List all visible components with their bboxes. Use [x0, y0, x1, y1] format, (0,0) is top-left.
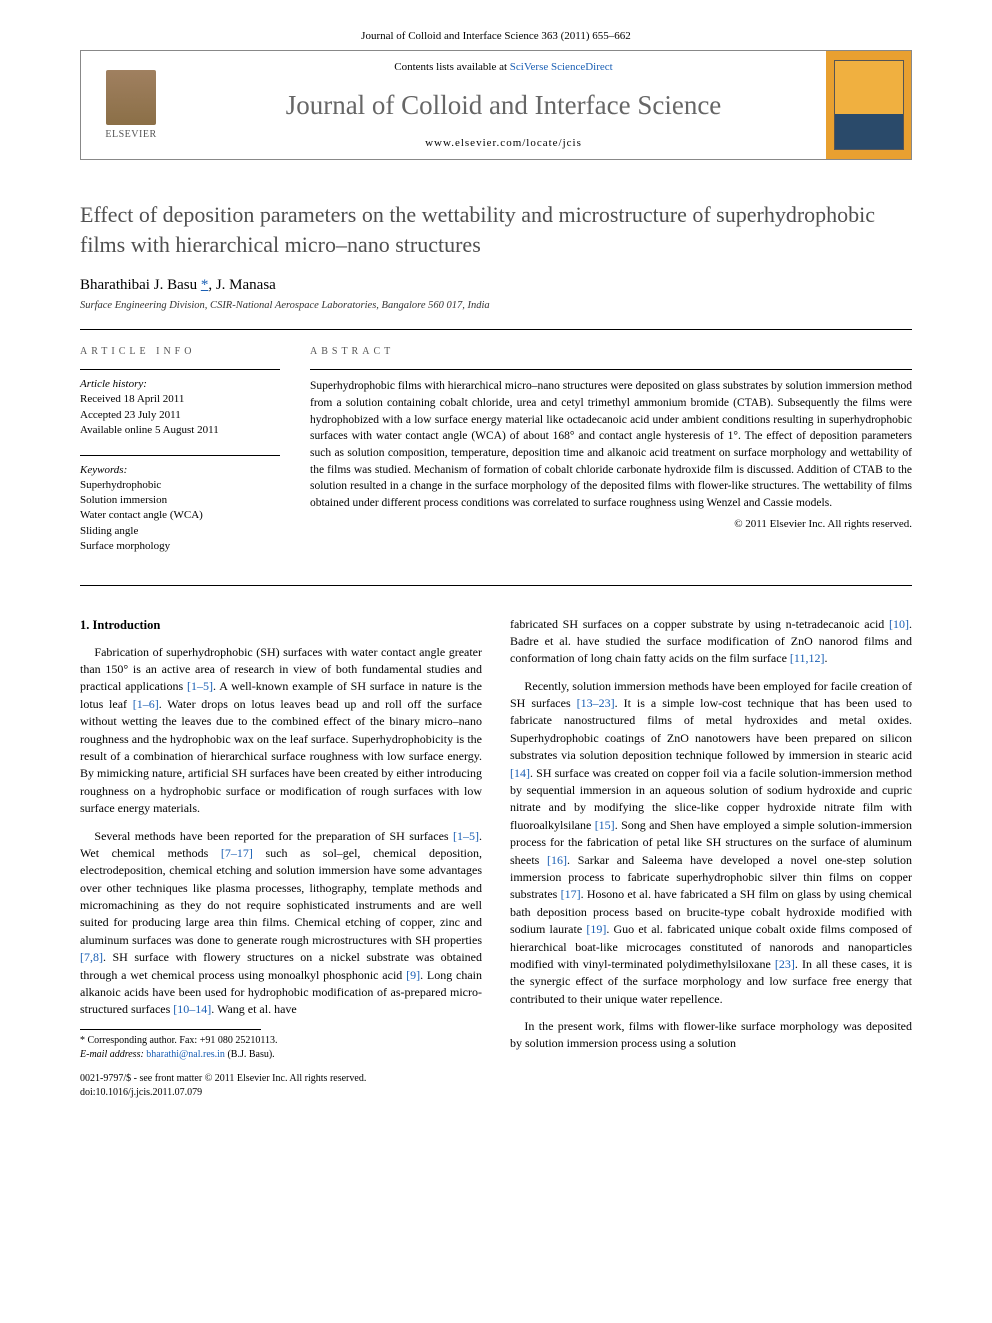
doi-line: doi:10.1016/j.jcis.2011.07.079: [80, 1086, 482, 1100]
journal-cover-icon: [834, 60, 904, 150]
journal-title: Journal of Colloid and Interface Science: [286, 90, 722, 121]
keywords-text: Superhydrophobic Solution immersion Wate…: [80, 478, 280, 555]
page-header: Journal of Colloid and Interface Science…: [0, 0, 992, 160]
abstract-copyright: © 2011 Elsevier Inc. All rights reserved…: [310, 518, 912, 530]
cover-thumbnail-block: [826, 51, 911, 159]
abstract-text: Superhydrophobic films with hierarchical…: [310, 370, 912, 511]
issn-line: 0021-9797/$ - see front matter © 2011 El…: [80, 1072, 482, 1086]
divider: [80, 585, 912, 586]
article-body: Effect of deposition parameters on the w…: [0, 200, 992, 1140]
citation-line: Journal of Colloid and Interface Science…: [80, 30, 912, 42]
keywords-label: Keywords:: [80, 464, 280, 476]
email-link[interactable]: bharathi@nal.res.in: [146, 1049, 225, 1060]
contents-available: Contents lists available at SciVerse Sci…: [394, 61, 612, 73]
history-text: Received 18 April 2011 Accepted 23 July …: [80, 392, 280, 438]
article-info-column: ARTICLE INFO Article history: Received 1…: [80, 346, 280, 570]
banner-center: Contents lists available at SciVerse Sci…: [181, 51, 826, 159]
paragraph: fabricated SH surfaces on a copper subst…: [510, 616, 912, 668]
sciverse-link[interactable]: SciVerse ScienceDirect: [510, 61, 613, 73]
paragraph: In the present work, films with flower-l…: [510, 1018, 912, 1053]
elsevier-tree-icon: [106, 70, 156, 125]
asterisk-icon: *: [80, 1035, 85, 1046]
contents-prefix: Contents lists available at: [394, 61, 509, 73]
section-1-heading: 1. Introduction: [80, 616, 482, 634]
author-2: , J. Manasa: [208, 277, 276, 293]
paragraph: Recently, solution immersion methods hav…: [510, 678, 912, 1008]
footnote-block: * Corresponding author. Fax: +91 080 252…: [80, 1029, 482, 1100]
corresponding-footnote: * Corresponding author. Fax: +91 080 252…: [80, 1034, 482, 1048]
author-list: Bharathibai J. Basu *, J. Manasa: [80, 277, 912, 294]
email-footnote: E-mail address: bharathi@nal.res.in (B.J…: [80, 1048, 482, 1062]
doi-block: 0021-9797/$ - see front matter © 2011 El…: [80, 1072, 482, 1100]
info-abstract-row: ARTICLE INFO Article history: Received 1…: [80, 330, 912, 584]
author-1: Bharathibai J. Basu: [80, 277, 197, 293]
article-info-heading: ARTICLE INFO: [80, 346, 280, 357]
publisher-logo-block: ELSEVIER: [81, 51, 181, 159]
history-label: Article history:: [80, 378, 280, 390]
abstract-column: ABSTRACT Superhydrophobic films with hie…: [310, 346, 912, 570]
body-columns: 1. Introduction Fabrication of superhydr…: [80, 616, 912, 1100]
footnote-divider: [80, 1029, 261, 1030]
publisher-name: ELSEVIER: [105, 129, 156, 140]
abstract-heading: ABSTRACT: [310, 346, 912, 357]
email-suffix: (B.J. Basu).: [227, 1049, 274, 1060]
email-label: E-mail address:: [80, 1049, 144, 1060]
article-title: Effect of deposition parameters on the w…: [80, 200, 912, 259]
affiliation: Surface Engineering Division, CSIR-Natio…: [80, 300, 912, 311]
corr-text: Corresponding author. Fax: +91 080 25210…: [88, 1035, 278, 1046]
journal-url: www.elsevier.com/locate/jcis: [425, 137, 582, 149]
paragraph: Fabrication of superhydrophobic (SH) sur…: [80, 644, 482, 818]
paragraph: Several methods have been reported for t…: [80, 828, 482, 1019]
journal-banner: ELSEVIER Contents lists available at Sci…: [80, 50, 912, 160]
